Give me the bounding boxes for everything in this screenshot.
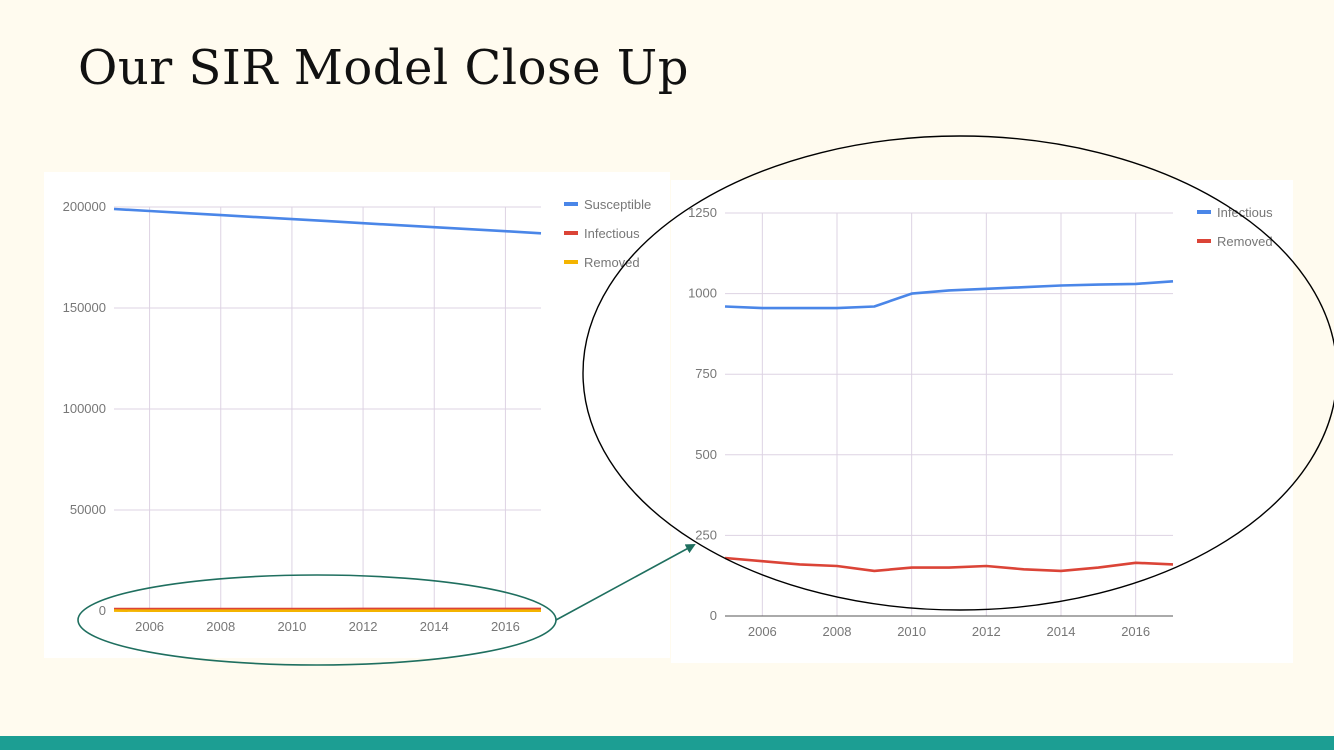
full-model-x-tick-label: 2014 bbox=[420, 619, 449, 634]
full-model-legend-swatch-removed bbox=[564, 260, 578, 264]
closeup-legend-swatch-infectious bbox=[1197, 210, 1211, 214]
closeup-line-chart: 0 250 500 750 1000 1250 2006 2008 2010 2012 2014 20… bbox=[688, 205, 1273, 639]
full-model-series-susceptible-line bbox=[113, 207, 542, 235]
closeup-y-tick-label: 0 bbox=[710, 608, 717, 623]
closeup-y-tick-label: 1250 bbox=[688, 205, 717, 220]
full-model-legend-label-susceptible: Susceptible bbox=[584, 197, 651, 212]
full-model-legend-swatch-infectious bbox=[564, 231, 578, 235]
closeup-chart-panel: 0 250 500 750 1000 1250 2006 2008 2010 2012 2014 20… bbox=[671, 180, 1293, 663]
full-model-y-tick-label: 100000 bbox=[63, 401, 106, 416]
closeup-x-tick-label: 2006 bbox=[748, 624, 777, 639]
closeup-x-tick-label: 2012 bbox=[972, 624, 1001, 639]
footer-accent-bar bbox=[0, 736, 1334, 750]
full-model-x-tick-label: 2006 bbox=[135, 619, 164, 634]
closeup-legend-label-removed: Removed bbox=[1217, 234, 1273, 249]
full-model-legend-label-infectious: Infectious bbox=[584, 226, 640, 241]
closeup-y-tick-label: 250 bbox=[695, 527, 717, 542]
full-model-y-tick-label: 200000 bbox=[63, 199, 106, 214]
closeup-series-removed-line bbox=[724, 556, 1174, 573]
full-model-x-tick-label: 2010 bbox=[277, 619, 306, 634]
closeup-x-tick-label: 2008 bbox=[823, 624, 852, 639]
closeup-legend-label-infectious: Infectious bbox=[1217, 205, 1273, 220]
full-model-x-tick-label: 2016 bbox=[491, 619, 520, 634]
closeup-x-tick-label: 2010 bbox=[897, 624, 926, 639]
full-model-legend-label-removed: Removed bbox=[584, 255, 640, 270]
slide-title: Our SIR Model Close Up bbox=[78, 40, 689, 96]
full-model-x-tick-label: 2012 bbox=[349, 619, 378, 634]
full-model-x-tick-label: 2008 bbox=[206, 619, 235, 634]
closeup-series-infectious-line bbox=[724, 280, 1174, 310]
closeup-x-tick-label: 2016 bbox=[1121, 624, 1150, 639]
full-model-legend-swatch-susceptible bbox=[564, 202, 578, 206]
full-model-chart-panel: 0 50000 100000 150000 200000 2006 2008 2010 2012… bbox=[44, 172, 670, 658]
full-model-line-chart: 0 50000 100000 150000 200000 2006 2008 2010 2012… bbox=[63, 197, 652, 634]
closeup-y-tick-label: 500 bbox=[695, 447, 717, 462]
closeup-legend-swatch-removed bbox=[1197, 239, 1211, 243]
closeup-y-tick-label: 1000 bbox=[688, 286, 717, 301]
closeup-x-tick-label: 2014 bbox=[1047, 624, 1076, 639]
closeup-y-tick-label: 750 bbox=[695, 366, 717, 381]
full-model-y-tick-label: 50000 bbox=[70, 502, 106, 517]
full-model-y-tick-label: 150000 bbox=[63, 300, 106, 315]
full-model-y-tick-label: 0 bbox=[99, 603, 106, 618]
